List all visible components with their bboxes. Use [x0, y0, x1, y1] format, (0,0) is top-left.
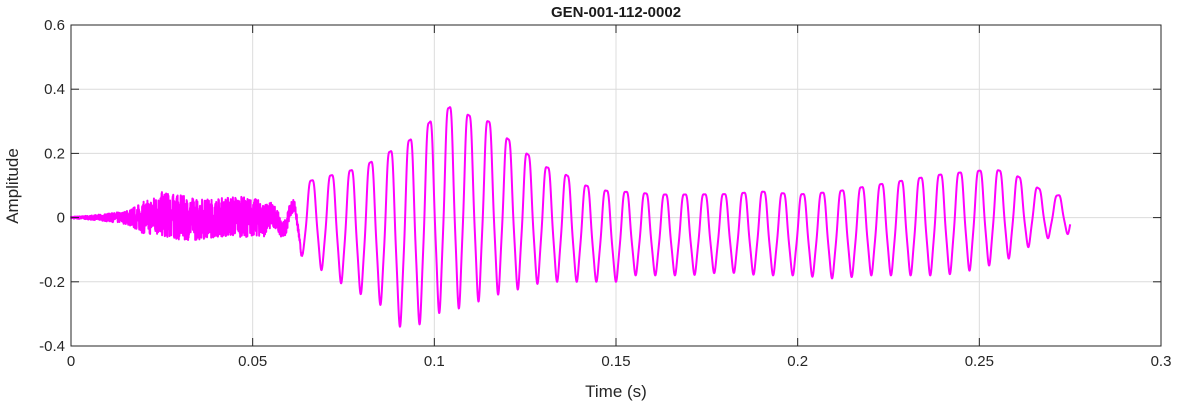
- x-tick-label: 0.15: [601, 353, 630, 370]
- y-tick-label: -0.4: [39, 338, 65, 355]
- x-axis-label: Time (s): [585, 382, 647, 401]
- grid: [71, 25, 1161, 346]
- y-axis-label: Amplitude: [3, 148, 22, 224]
- series-layer: [70, 106, 1072, 328]
- x-tick-label: 0.05: [238, 353, 267, 370]
- waveform-line: [70, 106, 1072, 328]
- y-tick-label: 0: [57, 210, 65, 227]
- x-tick-label: 0: [67, 353, 75, 370]
- x-tick-label: 0.25: [965, 353, 994, 370]
- y-tick-label: -0.2: [39, 274, 65, 291]
- tick-layer: 0 0.05 0.1 0.15 0.2 0.25 0.3 -0.4 -0.2 0 0.2 0.4 0.6: [39, 17, 1171, 370]
- y-tick-label: 0.2: [44, 145, 65, 162]
- x-tick-label: 0.3: [1151, 353, 1172, 370]
- x-tick-label: 0.2: [787, 353, 808, 370]
- y-tick-label: 0.6: [44, 17, 65, 34]
- x-tick-label: 0.1: [424, 353, 445, 370]
- chart-title: GEN-001-112-0002: [551, 4, 681, 21]
- y-tick-label: 0.4: [44, 81, 65, 98]
